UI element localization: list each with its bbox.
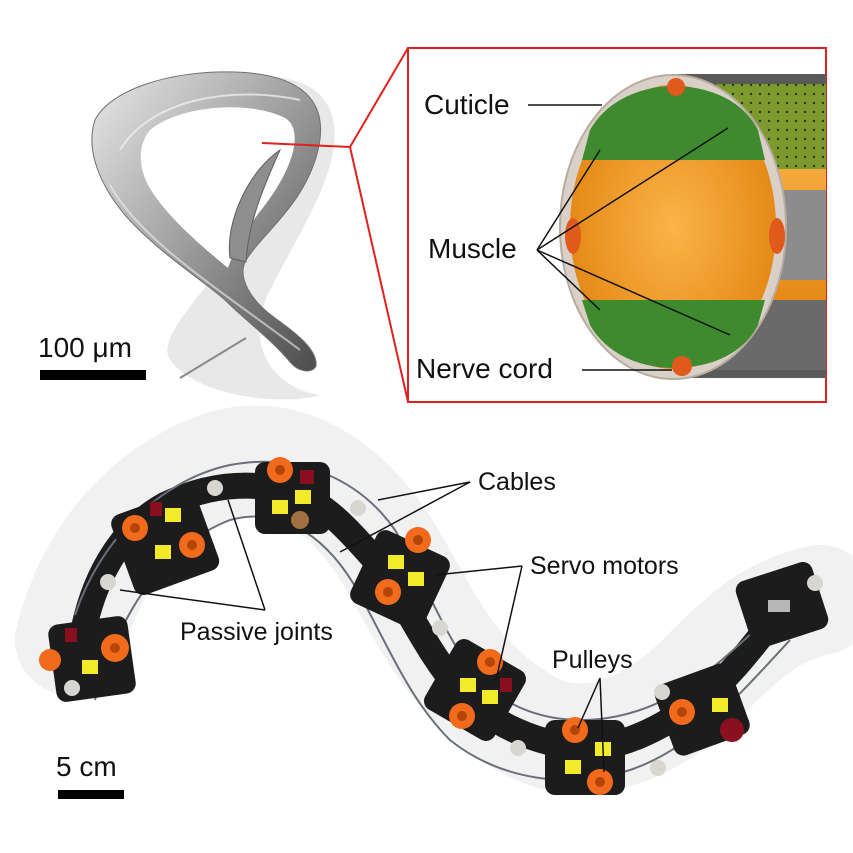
leader-servo-2 xyxy=(495,565,523,681)
worm-scale-label: 100 μm xyxy=(38,332,132,363)
muscle-bottom xyxy=(582,300,765,368)
cross-section-panel: Cuticle Muscle Nerve cord xyxy=(407,47,827,403)
leader-joints-2 xyxy=(119,589,266,611)
joint-ball xyxy=(432,620,448,636)
zoom-connector-upper xyxy=(349,47,409,148)
robot-scale-bar xyxy=(58,790,124,799)
worm-loop-gap xyxy=(140,107,295,269)
lateral-cord-left xyxy=(565,218,581,254)
worm-ridge xyxy=(119,93,301,151)
label-cables: Cables xyxy=(478,468,556,496)
worm-ridge xyxy=(109,184,301,351)
leader-cables-2 xyxy=(339,481,471,553)
robot-head-module xyxy=(735,561,829,649)
leader-joints-1 xyxy=(227,499,266,611)
robot-panel: Cables Servo motors Passive joints Pulle… xyxy=(15,405,853,799)
zoom-connector xyxy=(261,142,351,148)
leader-servo-1 xyxy=(434,565,523,576)
robot-module xyxy=(255,457,330,534)
dorsal-cord-dot xyxy=(667,78,685,96)
robot-module xyxy=(350,527,450,630)
leader-muscle-1 xyxy=(536,149,601,251)
label-nerve-cord: Nerve cord xyxy=(416,353,553,384)
label-servo-motors: Servo motors xyxy=(530,552,679,580)
joint-ball xyxy=(807,575,823,591)
robot-module xyxy=(654,663,750,756)
joint-ball xyxy=(350,500,366,516)
leader-muscle-3 xyxy=(536,249,601,311)
joint-ball xyxy=(207,480,223,496)
worm-whisker xyxy=(179,337,247,379)
leader-cables-1 xyxy=(377,481,471,501)
joint-ball xyxy=(510,740,526,756)
leader-muscle-2 xyxy=(536,127,729,251)
robot-scale-label: 5 cm xyxy=(56,751,117,782)
robot-module xyxy=(424,639,526,741)
leader-pulleys-2 xyxy=(599,677,605,773)
worm-scale-bar xyxy=(40,370,146,380)
leader-muscle-4 xyxy=(536,249,731,336)
joint-ball xyxy=(100,574,116,590)
nerve-cord-dot xyxy=(672,356,692,376)
lateral-cord-right xyxy=(769,218,785,254)
robot-module xyxy=(111,489,220,595)
worm-tail xyxy=(228,148,282,263)
zoom-connector-lower xyxy=(349,146,409,403)
leader-pulleys-1 xyxy=(577,677,601,729)
joint-ball xyxy=(650,760,666,776)
robot-module xyxy=(545,717,625,795)
label-passive-joints: Passive joints xyxy=(180,618,333,646)
label-muscle: Muscle xyxy=(428,233,517,264)
muscle-top xyxy=(582,86,765,160)
joint-ball xyxy=(654,684,670,700)
label-cuticle: Cuticle xyxy=(424,89,510,120)
worm-image xyxy=(91,71,335,400)
worm-shadow xyxy=(150,76,335,400)
joint-ball xyxy=(64,680,80,696)
label-pulleys: Pulleys xyxy=(552,646,633,674)
